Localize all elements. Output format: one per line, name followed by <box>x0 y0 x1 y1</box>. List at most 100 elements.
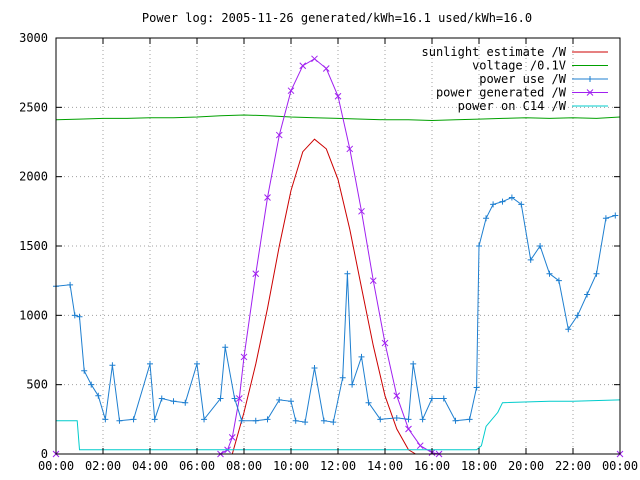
series-4 <box>56 399 621 451</box>
series-2-point <box>76 313 83 320</box>
series-2-point <box>405 416 412 423</box>
y-tick-label: 500 <box>26 378 48 392</box>
series-2-point <box>88 381 95 388</box>
legend-label: voltage /0.1V <box>472 59 566 73</box>
y-tick-label: 2500 <box>19 100 48 114</box>
series-2-point <box>602 215 609 222</box>
series-2-point <box>116 417 123 424</box>
axes: 0 500 1000 1500 2000 2500 3000 00:00 02:00 04:00 0… <box>19 31 638 473</box>
legend-label: sunlight estimate /W <box>422 45 567 59</box>
series-3-point <box>287 87 295 95</box>
series-3-point <box>393 392 401 400</box>
series-0-line <box>231 138 416 455</box>
series-3-point <box>369 277 377 285</box>
series-2-point <box>499 198 506 205</box>
series-2-point <box>302 419 309 426</box>
legend-label: power on C14 /W <box>458 99 567 113</box>
y-tick-label: 3000 <box>19 31 48 45</box>
x-tick-label: 20:00 <box>508 459 544 473</box>
series-2 <box>53 194 619 426</box>
series-3-point <box>264 194 271 201</box>
x-tick-label: 02:00 <box>85 459 121 473</box>
series-2-point <box>473 384 480 391</box>
series-3-point <box>346 145 354 153</box>
series-3-point <box>322 65 330 72</box>
series-3-point <box>358 207 365 215</box>
x-tick-label: 00:00 <box>38 459 74 473</box>
series-2-point <box>311 365 318 372</box>
series-3-point <box>275 131 283 139</box>
series-2-point <box>71 312 78 319</box>
series-2-point <box>222 344 229 351</box>
x-tick-label: 04:00 <box>132 459 168 473</box>
series-3-point <box>334 92 342 100</box>
series-2-point <box>81 367 88 374</box>
series-2-point <box>393 414 400 421</box>
series-2-point <box>527 256 534 263</box>
series-2-point <box>252 417 259 424</box>
x-tick-label: 06:00 <box>179 459 215 473</box>
x-tick-label: 18:00 <box>461 459 497 473</box>
series-2-point <box>201 416 208 423</box>
series-2-point <box>320 417 327 424</box>
series-3-point <box>299 62 307 70</box>
series-2-point <box>593 270 600 277</box>
y-tick-label: 2000 <box>19 170 48 184</box>
series-2-point <box>330 419 337 426</box>
series-2-point <box>508 194 515 201</box>
series-3-point <box>311 55 318 63</box>
series-2-point <box>170 398 177 405</box>
x-tick-label: 14:00 <box>367 459 403 473</box>
series-2-point <box>217 395 224 402</box>
series-2-point <box>466 416 473 423</box>
series-1 <box>55 114 621 122</box>
series-3-point <box>416 442 424 450</box>
series-2-point <box>288 398 294 405</box>
series-2-point <box>349 381 356 388</box>
series-2-point <box>452 417 459 424</box>
series-3-point <box>381 339 389 347</box>
series-2-point <box>410 360 417 367</box>
legend-label: power use /W <box>479 72 566 86</box>
legend-marker <box>587 76 593 82</box>
series-2-point <box>476 243 482 249</box>
series-2-point <box>151 416 158 423</box>
series-2-point <box>292 417 299 424</box>
series-4-line <box>56 399 621 451</box>
series-2-point <box>130 416 137 423</box>
series-3-point <box>235 395 243 402</box>
series-3-line <box>56 58 620 455</box>
series-2-point <box>194 360 200 367</box>
x-tick-label: 22:00 <box>555 459 591 473</box>
series-3 <box>52 55 624 458</box>
series-2-point <box>102 416 109 423</box>
series-2-point <box>264 416 271 423</box>
series-2-point <box>584 291 591 298</box>
y-tick-label: 1000 <box>19 308 48 322</box>
series-2-point <box>339 374 346 381</box>
series-2-point <box>377 416 384 423</box>
series-2-point <box>574 312 581 319</box>
series-2-point <box>158 395 165 402</box>
legend-label: power generated /W <box>436 86 567 100</box>
legend-marker <box>586 89 594 96</box>
series-2-point <box>490 201 497 208</box>
x-tick-label: 16:00 <box>414 459 450 473</box>
series-2-point <box>276 396 283 403</box>
series-2-point <box>344 270 351 277</box>
y-tick-label: 1500 <box>19 239 48 253</box>
x-tick-label: 12:00 <box>320 459 356 473</box>
series-2-point <box>546 270 553 277</box>
series-2-point <box>358 353 365 360</box>
series-2-point <box>182 399 189 406</box>
series-2-point <box>612 212 619 219</box>
x-tick-label: 10:00 <box>273 459 309 473</box>
series-1-line <box>55 114 621 122</box>
series-2-point <box>429 395 435 402</box>
series-2-point <box>565 326 572 333</box>
series-2-point <box>419 416 426 423</box>
series-3-point <box>228 434 236 441</box>
series-2-point <box>109 362 116 369</box>
